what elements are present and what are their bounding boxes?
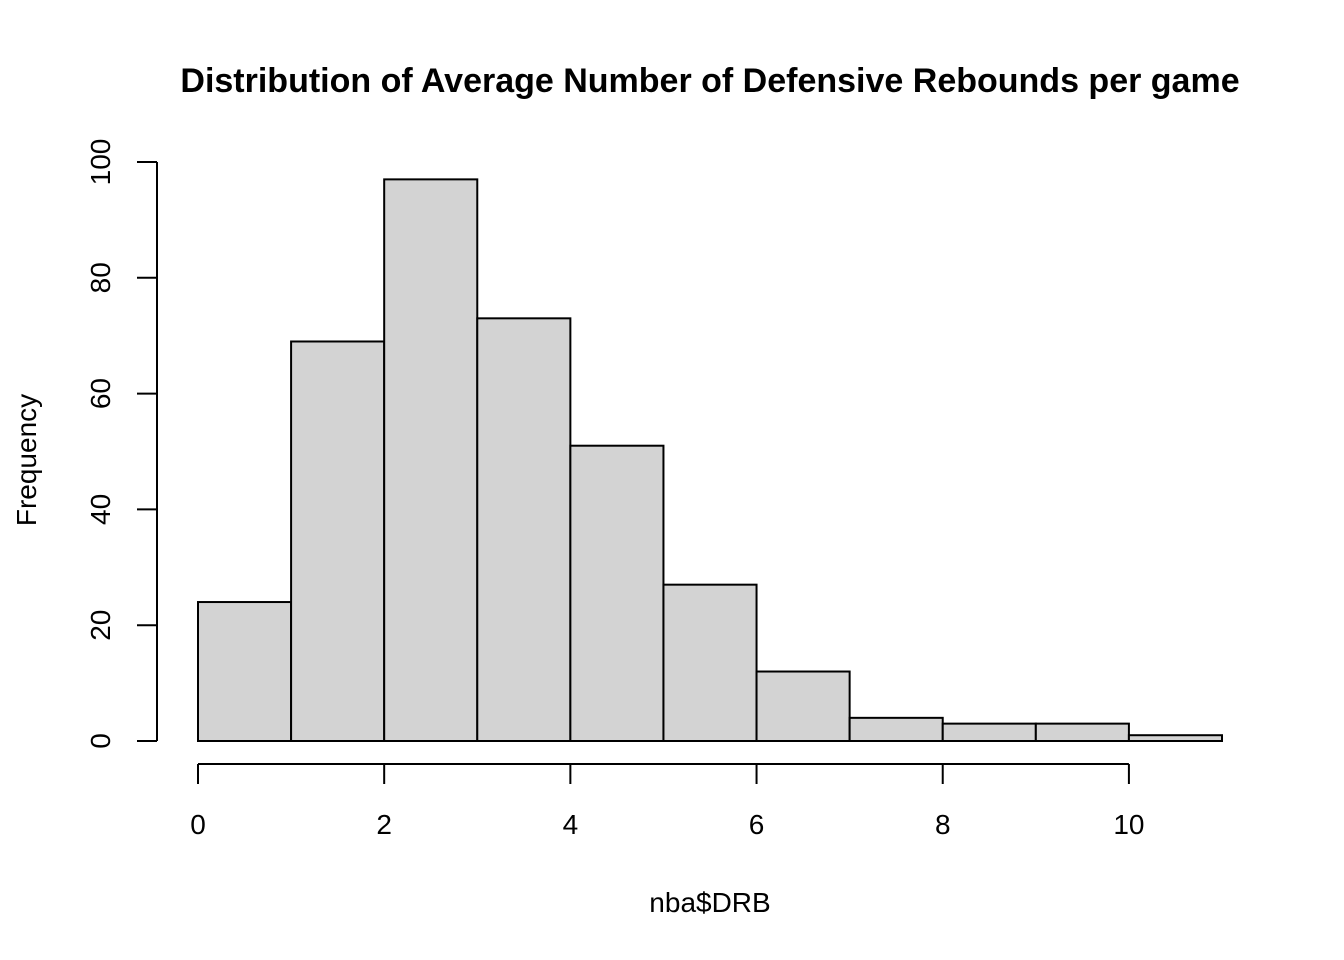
- x-tick-label-6: 6: [749, 809, 765, 840]
- histogram-bar-6: [755, 670, 851, 743]
- y-tick-label-0: 0: [85, 733, 116, 749]
- histogram-bar-10: [1127, 734, 1223, 743]
- x-tick-label-4: 4: [563, 809, 579, 840]
- y-tick-label-40: 40: [85, 494, 116, 525]
- y-tick-label-20: 20: [85, 610, 116, 641]
- histogram-bar-0: [197, 601, 293, 742]
- x-axis: 0 2 4 6 8 10: [190, 763, 1144, 840]
- x-tick-label-8: 8: [935, 809, 951, 840]
- histogram-bar-4: [569, 444, 665, 742]
- histogram-bar-2: [383, 178, 479, 742]
- y-tick-label-80: 80: [85, 262, 116, 293]
- y-tick-label-100: 100: [85, 139, 116, 186]
- histogram-bar-9: [1034, 722, 1130, 743]
- y-tick-label-60: 60: [85, 378, 116, 409]
- histogram-bar-8: [941, 722, 1037, 743]
- y-axis-label: Frequency: [11, 394, 42, 526]
- histogram-bar-3: [476, 317, 572, 742]
- chart-title: Distribution of Average Number of Defens…: [180, 62, 1239, 100]
- histogram-bar-7: [848, 716, 944, 743]
- histogram-bar-1: [290, 340, 386, 742]
- bars: [197, 178, 1223, 743]
- histogram-bar-5: [662, 583, 758, 742]
- x-axis-label: nba$DRB: [649, 887, 770, 918]
- x-tick-label-2: 2: [376, 809, 392, 840]
- y-axis: 0 20 40 60 80 100: [85, 139, 158, 749]
- x-tick-label-0: 0: [190, 809, 206, 840]
- x-tick-label-10: 10: [1113, 809, 1144, 840]
